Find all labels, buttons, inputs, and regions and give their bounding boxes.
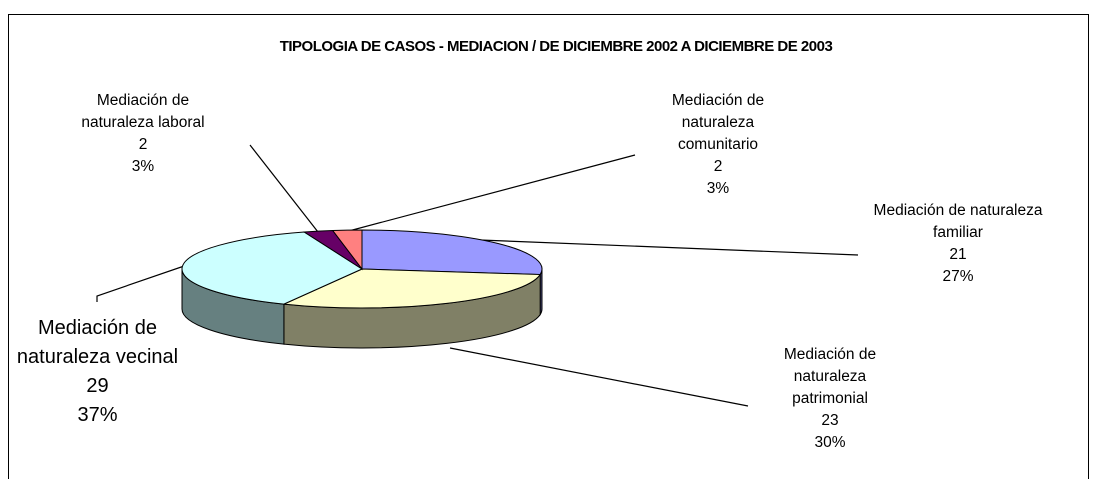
label-value: 2 — [713, 158, 723, 175]
slice — [361, 229, 543, 276]
label-name: Mediación de naturaleza patrimonial — [783, 346, 877, 407]
label-percent: 30% — [814, 434, 846, 451]
label-value: 2 — [138, 136, 148, 153]
label-percent: 3% — [706, 180, 730, 197]
slice — [181, 231, 364, 305]
slice-label: Mediación de naturaleza familiar 21 27% — [858, 200, 1058, 288]
leader-line — [96, 263, 191, 302]
slice-label: Mediación de naturaleza patrimonial 23 3… — [760, 344, 900, 454]
label-percent: 27% — [942, 268, 974, 285]
slice-label: Mediación de naturaleza vecinal 29 37% — [5, 314, 190, 430]
slice-label: Mediación de naturaleza laboral 2 3% — [58, 90, 228, 178]
label-value: 23 — [821, 412, 839, 429]
label-name: Mediación de naturaleza comunitario — [671, 92, 765, 153]
leader-line — [449, 347, 749, 407]
leader-line — [249, 144, 319, 233]
label-percent: 3% — [131, 158, 155, 175]
slice — [331, 229, 363, 271]
label-name: Mediación de naturaleza vecinal — [16, 317, 179, 368]
slice — [282, 268, 542, 309]
leader-lines — [96, 144, 859, 407]
label-value: 21 — [949, 246, 967, 263]
leader-line — [344, 154, 636, 233]
leader-line — [479, 239, 859, 256]
pie — [181, 229, 543, 349]
chart-frame — [8, 14, 1089, 479]
label-name: Mediación de naturaleza laboral — [81, 92, 205, 131]
label-name: Mediación de naturaleza familiar — [873, 202, 1043, 241]
label-percent: 37% — [77, 404, 118, 426]
chart-title: TIPOLOGIA DE CASOS - MEDIACION / DE DICI… — [279, 38, 833, 55]
slice-label: Mediación de naturaleza comunitario 2 3% — [648, 90, 788, 200]
label-value: 29 — [86, 375, 109, 397]
